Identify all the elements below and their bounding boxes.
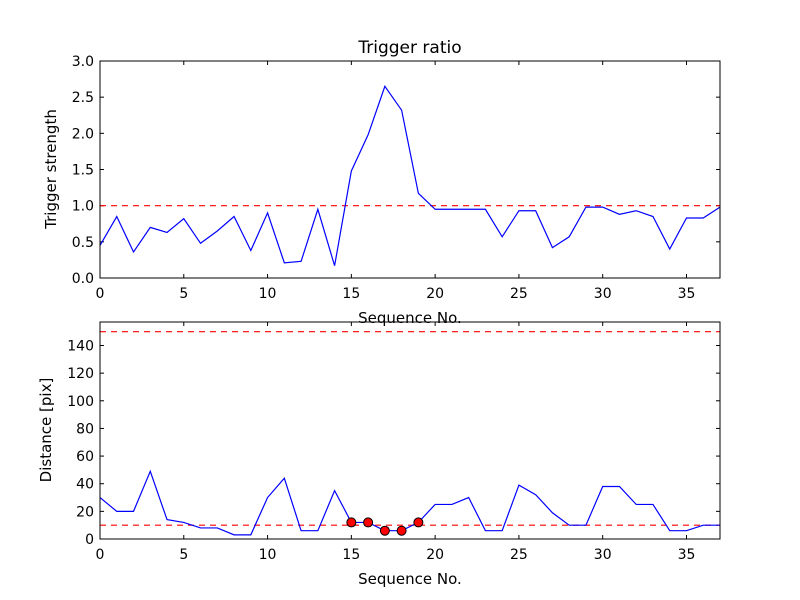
x-tick-label: 0 — [96, 547, 105, 563]
axes-frame — [99, 60, 721, 279]
x-tick-label: 5 — [179, 547, 188, 563]
y-tick-label: 1.0 — [72, 199, 94, 215]
distance-line — [99, 469, 720, 536]
y-tick-label: 0.0 — [72, 271, 94, 287]
data-point-marker — [363, 517, 374, 528]
x-tick-label: 25 — [510, 286, 528, 302]
trigger-strength-line — [99, 85, 721, 266]
y-tick-label: 140 — [67, 338, 94, 354]
data-point-marker — [379, 525, 390, 536]
x-tick-label: 20 — [426, 547, 444, 563]
y-tick-label: 3.0 — [72, 54, 94, 70]
axes-frame — [99, 321, 721, 540]
y-axis-label: Trigger strength — [42, 109, 60, 230]
x-tick-label: 15 — [342, 286, 360, 302]
threshold-lines — [100, 331, 720, 526]
plot-title: Trigger ratio — [357, 38, 461, 58]
x-tick-label: 30 — [594, 286, 612, 302]
y-tick-label: 60 — [76, 449, 94, 465]
y-axis-label: Distance [pix] — [37, 378, 55, 483]
x-tick-label: 35 — [678, 286, 696, 302]
y-tick-label: 40 — [76, 477, 94, 493]
y-tick-label: 1.5 — [72, 163, 94, 179]
distance-plot: 0 5 10 15 20 25 30 35 0 20 40 60 80 100 120 140 Sequenc… — [37, 321, 721, 588]
x-axis-label: Sequence No. — [358, 570, 462, 588]
trigger-markers — [346, 517, 424, 536]
y-tick-label: 100 — [67, 394, 94, 410]
x-tick-label: 10 — [259, 286, 277, 302]
y-tick-label: 2.0 — [72, 126, 94, 142]
data-point-marker — [346, 517, 357, 528]
y-tick-label: 0.5 — [72, 235, 94, 251]
x-tick-label: 15 — [342, 547, 360, 563]
y-tick-label: 80 — [76, 421, 94, 437]
axis-ticks: 0 5 10 15 20 25 30 35 0 20 40 60 80 100 120 140 — [67, 322, 720, 563]
y-tick-label: 120 — [67, 366, 94, 382]
x-tick-label: 30 — [594, 547, 612, 563]
x-tick-label: 10 — [259, 547, 277, 563]
x-tick-label: 35 — [678, 547, 696, 563]
x-tick-label: 20 — [426, 286, 444, 302]
x-tick-label: 5 — [179, 286, 188, 302]
y-tick-label: 0 — [85, 532, 94, 548]
y-tick-label: 2.5 — [72, 90, 94, 106]
x-tick-label: 25 — [510, 547, 528, 563]
x-axis-label: Sequence No. — [358, 309, 462, 327]
x-tick-label: 0 — [96, 286, 105, 302]
data-point-marker — [413, 517, 424, 528]
data-point-marker — [396, 525, 407, 536]
axis-ticks: 0 5 10 15 20 25 30 35 0.0 0.5 1.0 1.5 2.0 2.5 3.0 — [72, 54, 720, 302]
y-tick-label: 20 — [76, 504, 94, 520]
